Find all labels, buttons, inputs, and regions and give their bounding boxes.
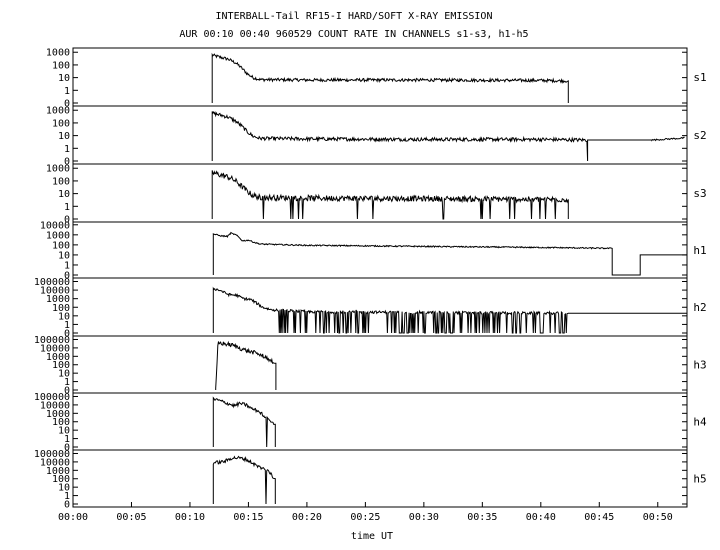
- channel-label-h3: h3: [693, 359, 706, 372]
- y-tick-label: 10: [58, 426, 70, 437]
- y-tick-label: 100: [52, 360, 70, 371]
- x-tick-label: 00:40: [526, 512, 556, 523]
- y-tick-label: 1000: [46, 409, 70, 420]
- time-axis: 00:00 00:05 00:10 00:15 00:20 00:25 00:30 00:35…: [58, 502, 673, 523]
- x-axis-label: time UT: [351, 531, 393, 542]
- y-tick-label: 0: [64, 500, 70, 511]
- x-tick-label: 00:45: [584, 512, 614, 523]
- x-tick-label: 00:50: [643, 512, 673, 523]
- y-tick-label: 100000: [34, 392, 70, 403]
- y-tick-label: 10000: [40, 400, 70, 411]
- x-tick-label: 00:25: [350, 512, 380, 523]
- series-line-s2: [211, 110, 685, 162]
- y-tick-label: 10: [58, 483, 70, 494]
- channel-label-h2: h2: [693, 301, 706, 314]
- y-tick-label: 1000: [46, 164, 70, 175]
- y-tick-label: 100: [52, 474, 70, 485]
- y-tick-label: 100: [52, 417, 70, 428]
- y-tick-label: 1000: [46, 48, 70, 59]
- x-tick-label: 00:20: [292, 512, 322, 523]
- x-tick-label: 00:10: [175, 512, 205, 523]
- y-tick-label: 0: [64, 329, 70, 340]
- y-tick-label: 1000: [46, 106, 70, 117]
- panel-frame-h3: [72, 335, 688, 394]
- x-tick-label: 00:05: [116, 512, 146, 523]
- y-tick-label: 100: [52, 176, 70, 187]
- panel-frame-h4: [72, 392, 688, 451]
- channel-label-s2: s2: [693, 129, 706, 142]
- y-tick-label: 1000: [46, 352, 70, 363]
- y-tick-label: 10000: [40, 286, 70, 297]
- y-tick-label: 10000: [40, 457, 70, 468]
- y-tick-label: 10: [58, 250, 70, 261]
- y-tick-label: 0: [64, 99, 70, 110]
- channel-panels: 01101001000s101101001000s201101001000s30…: [34, 47, 707, 511]
- y-tick-label: 0: [64, 443, 70, 454]
- y-tick-label: 1000: [46, 294, 70, 305]
- y-tick-label: 1: [64, 377, 70, 388]
- y-tick-label: 10: [58, 73, 70, 84]
- series-line-h3: [215, 340, 277, 390]
- channel-label-h4: h4: [693, 416, 707, 429]
- y-tick-label: 10000: [40, 220, 70, 231]
- x-tick-label: 00:30: [409, 512, 439, 523]
- y-tick-label: 10000: [40, 343, 70, 354]
- figure-title: INTERBALL-Tail RF15-I HARD/SOFT X-RAY EM…: [216, 11, 493, 22]
- y-tick-label: 0: [64, 271, 70, 282]
- channel-label-h5: h5: [693, 473, 706, 486]
- channel-label-h1: h1: [693, 244, 706, 257]
- series-line-s1: [211, 52, 569, 103]
- y-tick-label: 1000: [46, 466, 70, 477]
- panel-frame-s3: [72, 163, 688, 223]
- y-tick-label: 1000: [46, 230, 70, 241]
- y-tick-label: 100: [52, 118, 70, 129]
- y-tick-label: 1: [64, 434, 70, 445]
- panel-frame-s2: [72, 105, 688, 165]
- y-tick-label: 0: [64, 157, 70, 168]
- x-tick-label: 00:00: [58, 512, 88, 523]
- panel-frame-h5: [72, 449, 688, 508]
- series-line-h1: [212, 231, 688, 276]
- x-tick-label: 00:35: [467, 512, 497, 523]
- y-tick-label: 1: [64, 320, 70, 331]
- y-tick-label: 0: [64, 386, 70, 397]
- panel-frame-h1: [72, 221, 688, 279]
- y-tick-label: 1: [64, 144, 70, 155]
- series-line-h2: [212, 286, 688, 334]
- y-tick-label: 10: [58, 189, 70, 200]
- panel-frame-s1: [72, 47, 688, 107]
- series-line-h5: [212, 455, 276, 505]
- y-tick-label: 100000: [34, 335, 70, 346]
- y-tick-label: 1: [64, 491, 70, 502]
- y-tick-label: 1: [64, 202, 70, 213]
- series-line-s3: [211, 170, 569, 220]
- channel-label-s1: s1: [693, 71, 706, 84]
- y-tick-label: 100: [52, 240, 70, 251]
- y-tick-label: 100000: [34, 277, 70, 288]
- y-tick-label: 10: [58, 131, 70, 142]
- y-tick-label: 100: [52, 303, 70, 314]
- y-tick-label: 1: [64, 86, 70, 97]
- y-tick-label: 0: [64, 215, 70, 226]
- y-tick-label: 100: [52, 60, 70, 71]
- y-tick-label: 100000: [34, 449, 70, 460]
- y-tick-label: 10: [58, 369, 70, 380]
- x-tick-label: 00:15: [233, 512, 263, 523]
- y-tick-label: 1: [64, 260, 70, 271]
- series-line-h4: [212, 396, 276, 448]
- channel-label-s3: s3: [693, 187, 706, 200]
- y-tick-label: 10: [58, 311, 70, 322]
- figure-subtitle: AUR 00:10 00:40 960529 COUNT RATE IN CHA…: [179, 29, 528, 40]
- panel-frame-h2: [72, 277, 688, 337]
